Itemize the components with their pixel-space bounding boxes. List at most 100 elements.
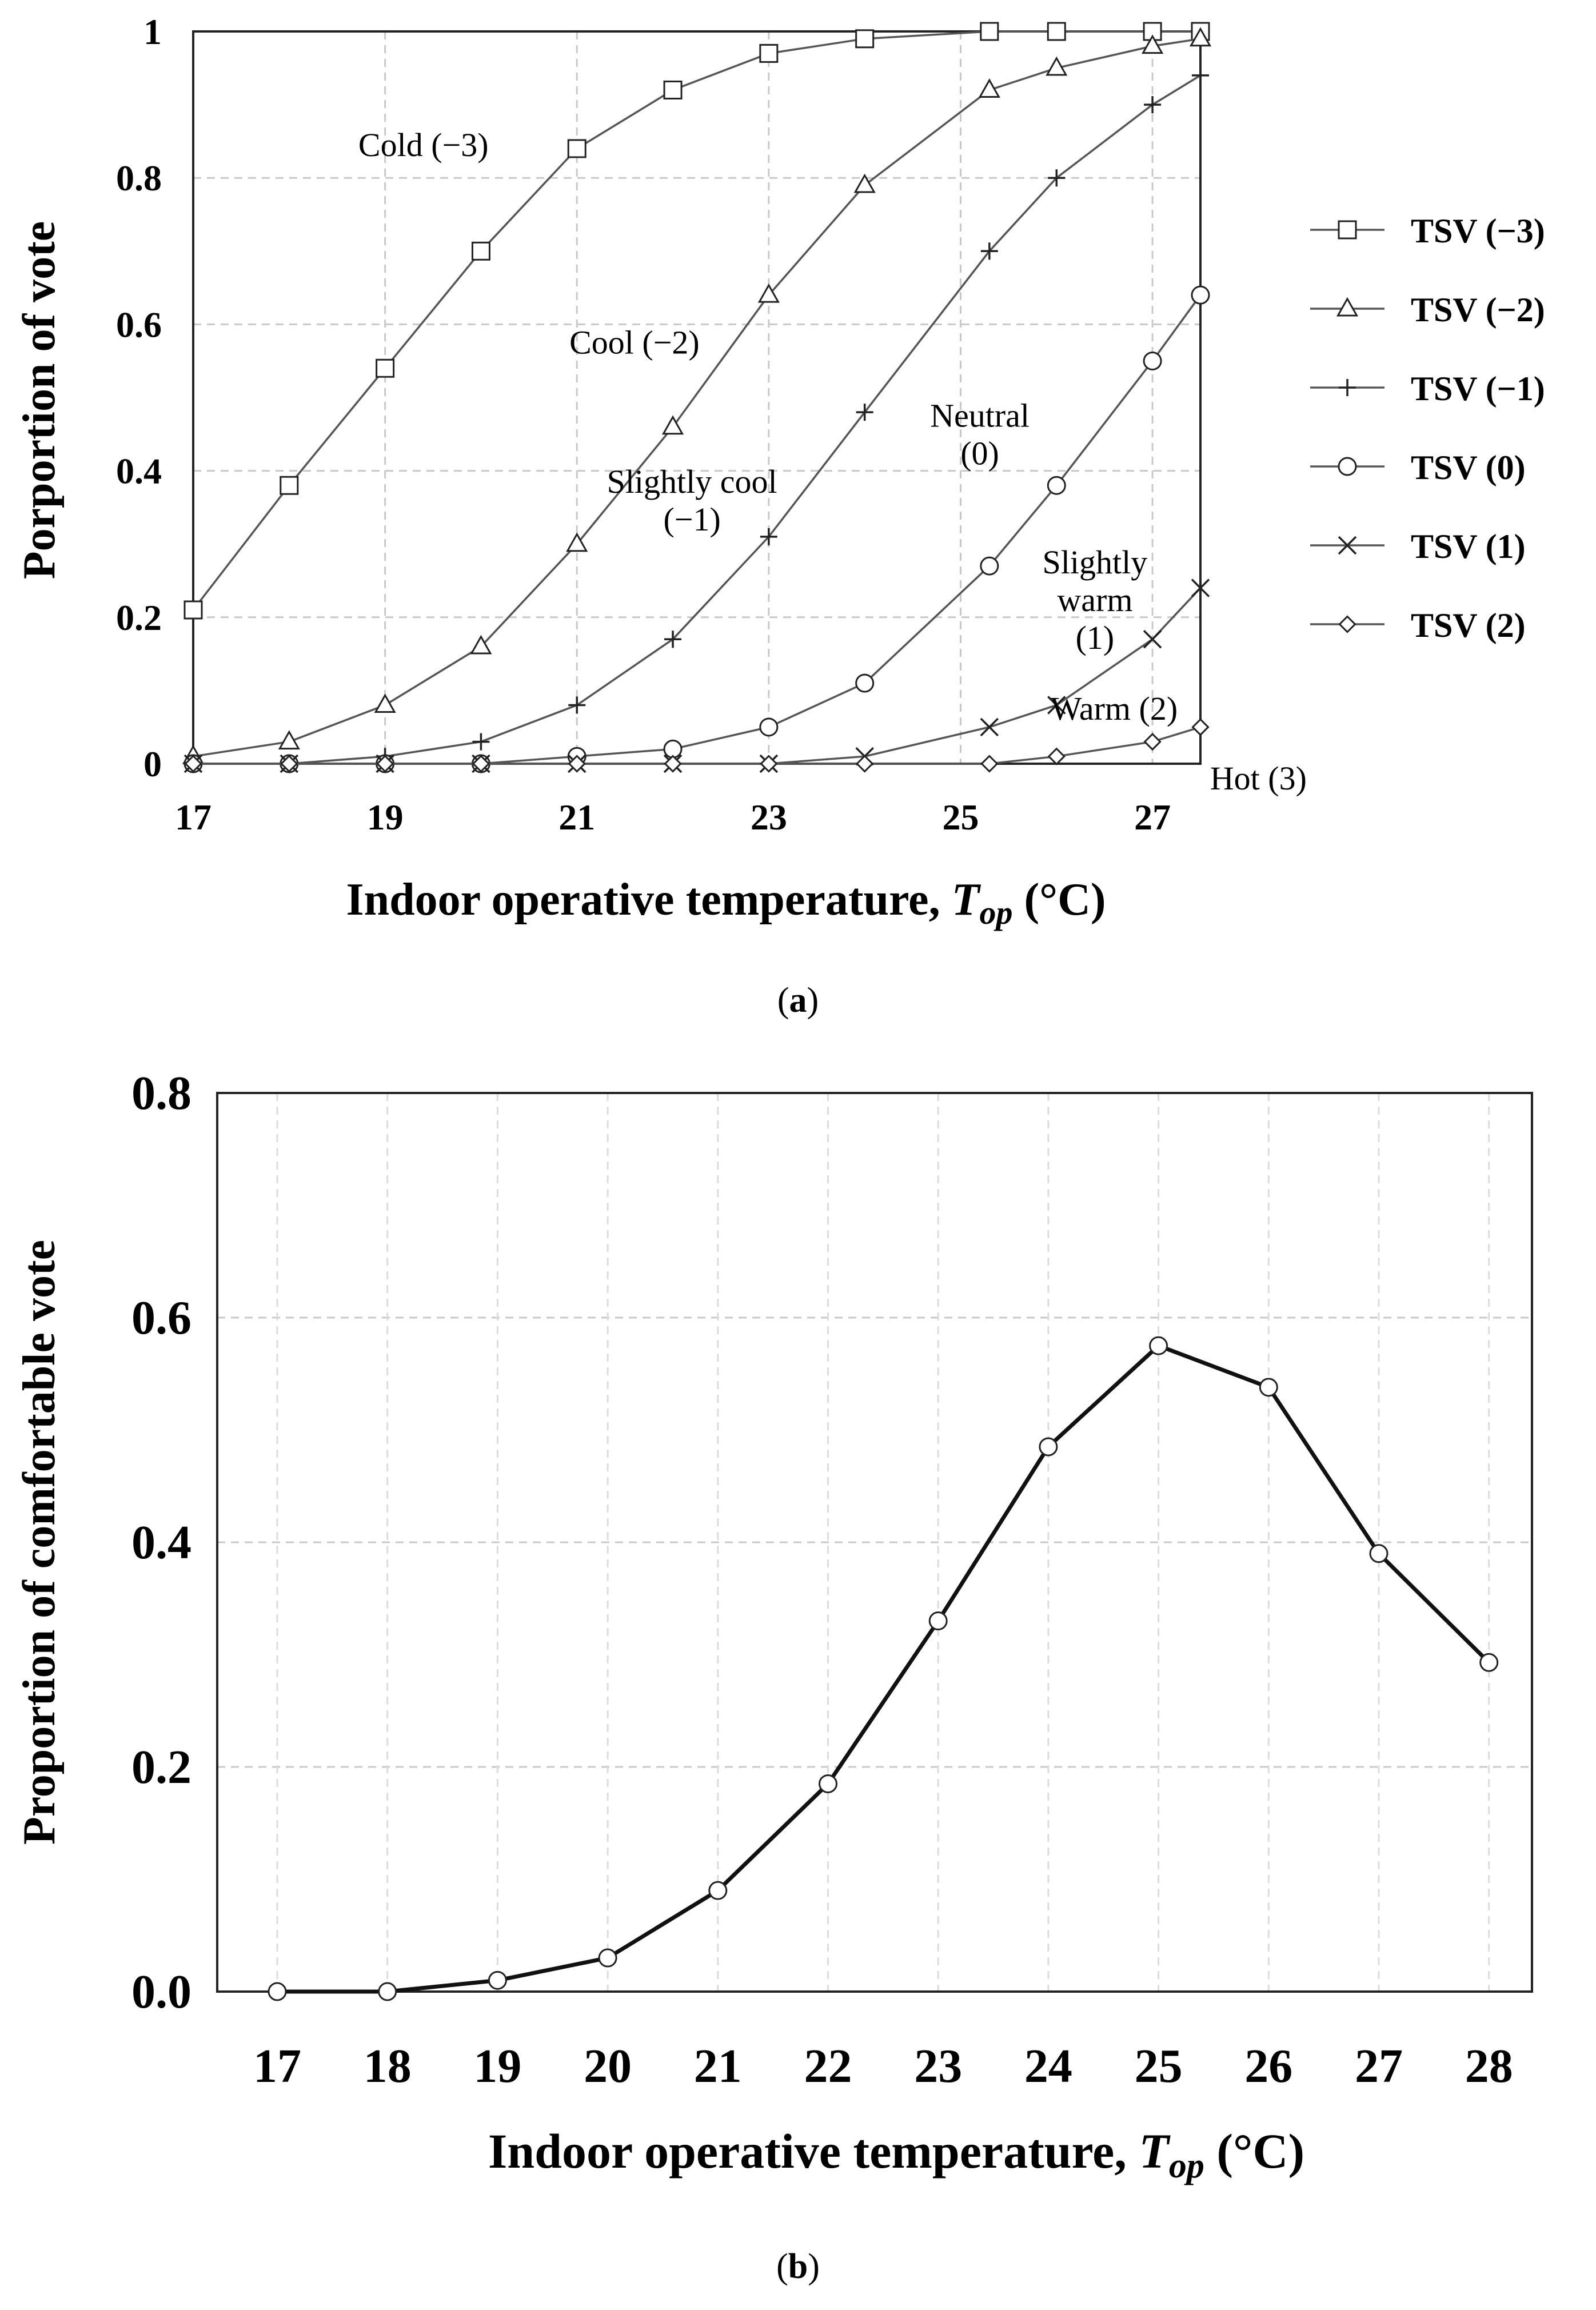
chart-a-series-line [193, 38, 1201, 757]
chart-b-series-0 [268, 1336, 1499, 2001]
chart-a-data-point [568, 755, 586, 773]
chart-b-x-tick-label: 24 [1024, 2040, 1072, 2093]
chart-a-x-axis-title: Indoor operative temperature, Top (°C) [346, 875, 1106, 931]
chart-a-annotation-line: Hot (3) [1210, 760, 1307, 797]
chart-b-y-tick-label: 0.8 [131, 1067, 191, 1120]
chart-a-data-point [663, 80, 683, 99]
chart-a-y-tick-label: 0.2 [116, 597, 162, 638]
chart-b-x-axis-title-suffix: (°C) [1204, 2124, 1304, 2179]
chart-b-x-tick-label: 27 [1355, 2040, 1403, 2093]
chart-a-data-point [1047, 696, 1066, 715]
chart-a-legend-item: TSV (−1) [1310, 370, 1545, 408]
chart-a-data-point [759, 43, 779, 63]
chart-a-annotation: Slightly cool (−1) [607, 463, 777, 538]
chart-a-series-line [192, 30, 1200, 611]
chart-a-data-point [980, 755, 999, 773]
chart-b-data-point [488, 1970, 507, 1990]
chart-a-legend-label: TSV (1) [1411, 528, 1526, 565]
chart-a-legend-marker [1336, 297, 1359, 317]
chart-a-data-point [1144, 96, 1162, 114]
chart-a-y-tick-label: 0 [143, 744, 162, 784]
chart-a-data-point [980, 22, 999, 41]
chart-a-annotation: Neutral (0) [930, 397, 1030, 472]
chart-a-data-point [278, 730, 300, 750]
chart-a-y-ticks: 0 0.2 0.4 0.6 0.8 1 [116, 11, 162, 784]
chart-a-legend-marker [1338, 220, 1357, 240]
chart-a-data-point [1048, 169, 1066, 187]
chart-a-x-axis-title-suffix: (°C) [1012, 875, 1106, 925]
chart-a-plot-frame [192, 30, 1202, 765]
chart-a-data-point [374, 693, 396, 713]
chart-a-data-point [664, 755, 682, 773]
chart-a-y-tick-label: 0.4 [116, 451, 162, 492]
chart-a-annotation-line: Cold (−3) [358, 126, 489, 163]
chart-a-x-ticks: 17 19 21 23 25 27 [175, 797, 1171, 837]
chart-a-data-point [1191, 579, 1210, 597]
chart-b-data-point [1149, 1336, 1168, 1355]
chart-b-x-tick-label: 17 [253, 2040, 301, 2093]
chart-a-annotations: Cold (−3) Cool (−2) Slightly cool (−1) Neutr… [358, 126, 1307, 797]
chart-a-data-point [980, 717, 999, 737]
chart-b: 0.0 0.2 0.4 0.6 0.8 17 18 19 20 21 22 23 24 25 26 27 28… [14, 1067, 1533, 2286]
chart-a-legend-label: TSV (0) [1411, 449, 1526, 486]
chart-b-x-axis-title: Indoor operative temperature, Top (°C) [488, 2124, 1304, 2185]
chart-b-plot-frame [216, 1092, 1533, 1993]
chart-a-data-point [567, 139, 586, 158]
chart-b-data-point [819, 1774, 837, 1793]
chart-a-data-point [980, 242, 998, 260]
chart-b-data-point [708, 1881, 728, 1900]
chart-b-x-tick-label: 28 [1465, 2040, 1513, 2093]
chart-a-data-point [1143, 629, 1162, 649]
chart-a-legend-label: TSV (−1) [1411, 370, 1545, 408]
chart-a-annotation: Cold (−3) [358, 126, 489, 163]
chart-a-legend-label: TSV (−2) [1411, 291, 1545, 329]
chart-a: 0 0.2 0.4 0.6 0.8 1 17 19 21 23 25 27 Cold (−3) Coo… [14, 11, 1545, 1020]
chart-b-data-point [1479, 1653, 1499, 1672]
chart-a-annotation-line: (0) [960, 435, 999, 472]
chart-b-data-point [1039, 1437, 1058, 1457]
chart-a-data-point [280, 755, 298, 773]
chart-a-annotation: Cool (−2) [569, 324, 700, 361]
chart-a-legend-marker [1338, 457, 1357, 476]
chart-a-x-axis-title-sub: op [979, 894, 1012, 931]
chart-a-series-line [193, 74, 1201, 765]
chart-a-annotation-line: warm [1057, 581, 1132, 619]
chart-b-x-tick-label: 19 [473, 2040, 521, 2093]
chart-a-x-axis-title-prefix: Indoor operative temperature, [346, 875, 952, 925]
chart-a-data-point [183, 600, 203, 620]
chart-b-data-point [378, 1982, 397, 2001]
chart-b-y-tick-label: 0.0 [131, 1965, 191, 2018]
chart-a-data-point [471, 241, 490, 261]
chart-a-y-tick-label: 1 [143, 11, 162, 52]
chart-a-data-point [376, 755, 394, 773]
chart-b-y-tick-label: 0.6 [131, 1291, 191, 1344]
chart-a-x-tick-label: 23 [751, 797, 787, 837]
chart-b-x-tick-label: 22 [804, 2040, 852, 2093]
chart-b-x-tick-label: 18 [364, 2040, 412, 2093]
chart-b-x-tick-label: 23 [914, 2040, 962, 2093]
chart-a-x-tick-label: 17 [175, 797, 212, 837]
chart-b-y-tick-label: 0.4 [131, 1516, 191, 1569]
chart-a-legend-item: TSV (−3) [1310, 212, 1545, 250]
chart-a-annotation-line: Warm (2) [1051, 690, 1178, 727]
chart-a-data-point [1191, 718, 1210, 736]
chart-a-series-0 [183, 22, 1210, 620]
chart-a-annotation-line: Slightly cool [607, 463, 777, 500]
chart-a-legend-marker [1339, 379, 1356, 396]
chart-b-x-axis-title-sub: op [1169, 2147, 1204, 2185]
chart-a-data-point [1047, 476, 1066, 495]
chart-a-annotation-line: Slightly [1043, 544, 1148, 581]
chart-a-legend-marker [1338, 536, 1357, 555]
chart-a-series-line [193, 726, 1201, 765]
chart-a-caption-letter: a [789, 981, 807, 1020]
chart-a-x-tick-label: 19 [367, 797, 404, 837]
chart-a-series-1 [182, 27, 1212, 764]
chart-a-data-point [472, 733, 490, 751]
chart-b-gridlines [217, 1093, 1532, 1992]
chart-a-data-point [760, 528, 777, 545]
chart-a-data-point [280, 476, 299, 495]
chart-a-gridlines [193, 31, 1200, 764]
chart-a-data-point [376, 358, 395, 378]
chart-a-data-point [470, 635, 492, 655]
chart-a-data-point [1192, 66, 1209, 84]
